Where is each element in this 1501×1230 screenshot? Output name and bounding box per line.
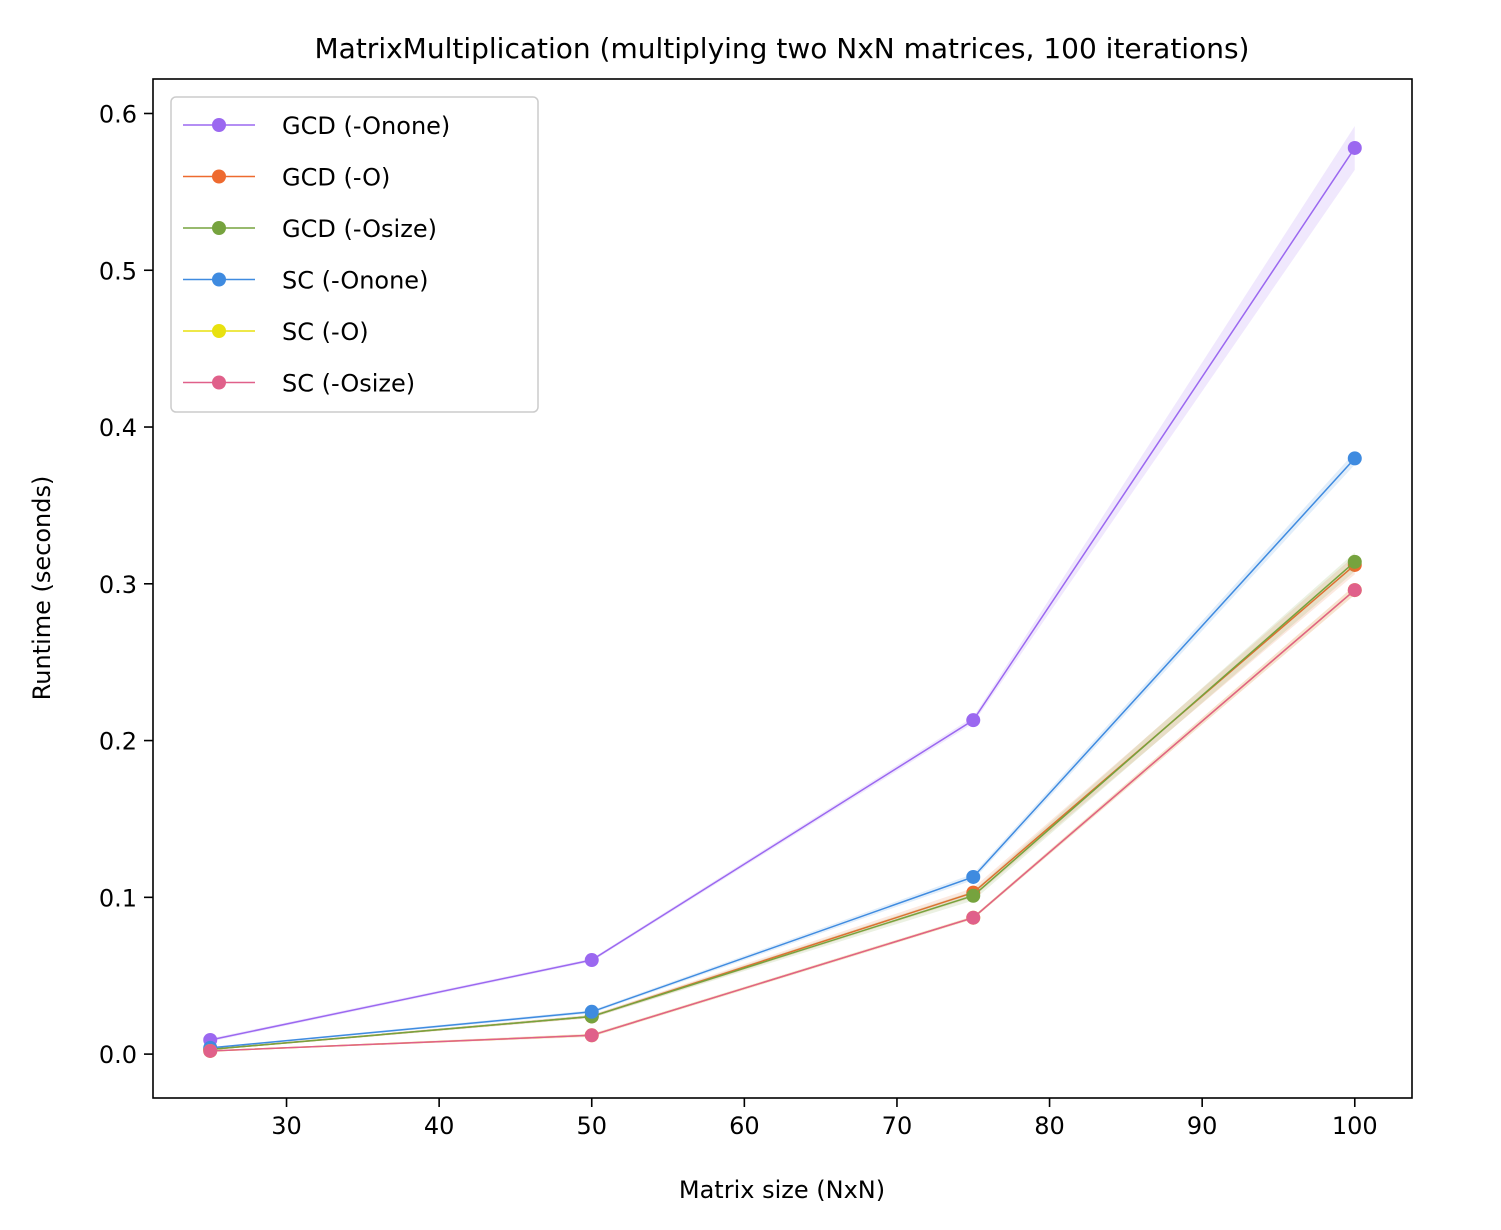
series-line (210, 589, 1356, 1052)
y-tick-label: 0.1 (99, 884, 137, 912)
legend-marker (212, 324, 226, 338)
y-tick-label: 0.6 (99, 100, 137, 128)
series-line (210, 589, 1356, 1052)
y-tick-label: 0.3 (99, 571, 137, 599)
x-tick-label: 60 (729, 1112, 760, 1140)
data-point (966, 888, 981, 903)
series-4 (203, 583, 1362, 1058)
x-tick-label: 40 (424, 1112, 455, 1140)
legend-marker (212, 221, 226, 235)
x-axis-label: Matrix size (NxN) (679, 1176, 885, 1204)
y-tick-label: 0.5 (99, 257, 137, 285)
legend-marker (212, 169, 226, 184)
series-band (210, 585, 1355, 1052)
data-point (1347, 583, 1362, 598)
y-tick-label: 0.0 (99, 1041, 137, 1069)
series-line (210, 147, 1356, 1041)
series-band (210, 585, 1355, 1052)
legend-marker (212, 118, 226, 132)
x-tick-label: 80 (1034, 1112, 1065, 1140)
legend-label: SC (-Osize) (282, 370, 415, 398)
legend: GCD (-Onone) GCD (-O) GCD (-Osize) SC (-Ono… (170, 96, 539, 413)
plot-area (203, 126, 1362, 1058)
x-tick-label: 70 (882, 1112, 913, 1140)
chart-title: MatrixMultiplication (multiplying two Nx… (315, 32, 1250, 65)
series-5 (203, 583, 1362, 1058)
data-point (1347, 451, 1362, 466)
data-point (1347, 140, 1362, 155)
series-2 (203, 552, 1362, 1057)
data-point (584, 1028, 599, 1043)
data-point (966, 713, 981, 728)
x-axis: 30 40 50 60 70 80 90 100 (271, 1098, 1378, 1140)
y-tick-label: 0.4 (99, 414, 137, 442)
series-line (210, 561, 1356, 1051)
data-point (584, 1004, 599, 1019)
y-tick-label: 0.2 (99, 728, 137, 756)
legend-label: GCD (-Osize) (282, 215, 437, 243)
series-1 (203, 555, 1362, 1057)
series-3 (203, 451, 1362, 1055)
legend-marker (212, 375, 226, 390)
legend-marker (212, 272, 226, 287)
data-point (966, 869, 981, 884)
x-tick-label: 100 (1332, 1112, 1378, 1140)
data-point (584, 953, 599, 968)
legend-label: SC (-O) (282, 318, 369, 346)
legend-label: GCD (-O) (282, 164, 390, 192)
plot-frame (152, 78, 1413, 1099)
series-line (210, 457, 1356, 1049)
legend-label: GCD (-Onone) (282, 112, 450, 140)
x-tick-label: 50 (576, 1112, 607, 1140)
data-point (203, 1043, 218, 1058)
y-axis: 0.0 0.1 0.2 0.3 0.4 0.5 0.6 (99, 100, 153, 1069)
legend-label: SC (-Onone) (282, 267, 428, 295)
y-axis-label: Runtime (seconds) (28, 476, 56, 701)
data-point (966, 910, 981, 925)
legend-frame (170, 96, 539, 413)
x-tick-label: 90 (1187, 1112, 1218, 1140)
x-tick-label: 30 (271, 1112, 302, 1140)
data-point (1347, 554, 1362, 569)
